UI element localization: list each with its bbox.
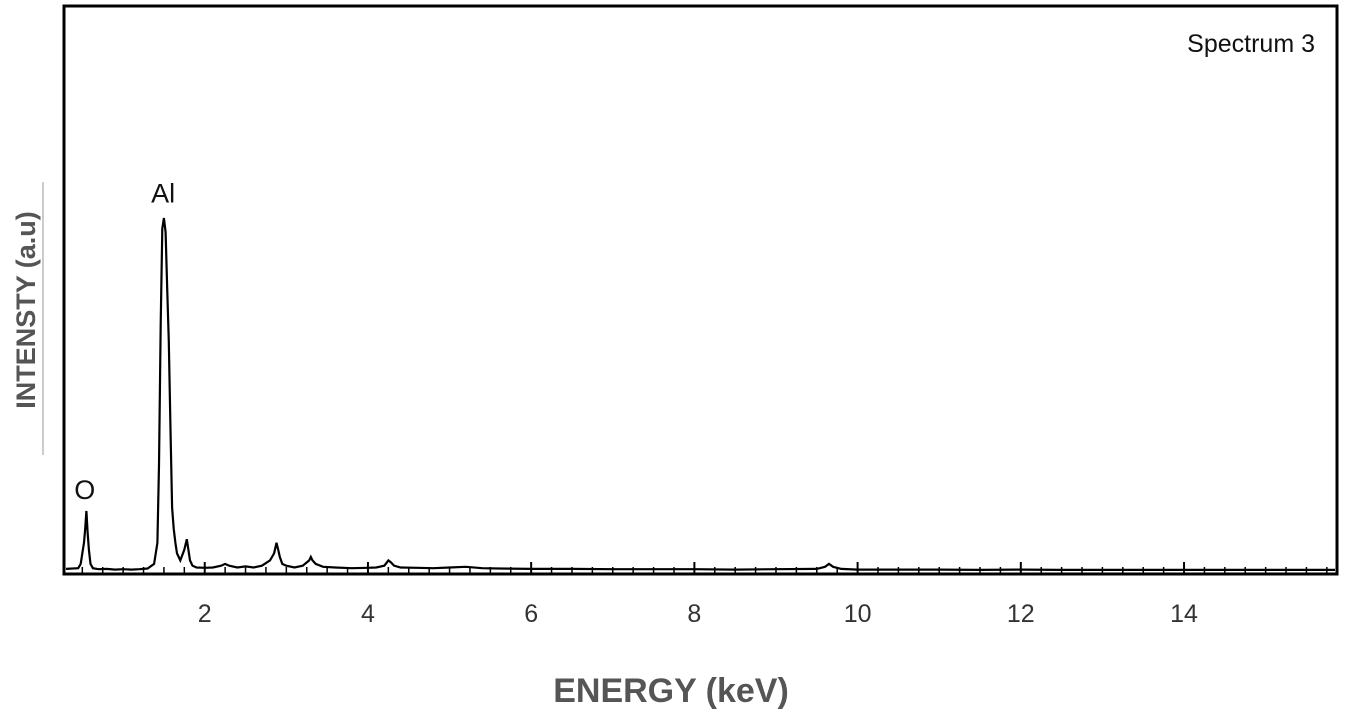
x-tick-label: 6	[524, 600, 538, 628]
peak-annotations: O Al	[74, 178, 175, 505]
x-tick-label: 4	[361, 600, 375, 628]
spectrum-label: Spectrum 3	[1187, 30, 1315, 58]
spectrum-line	[65, 217, 1335, 572]
x-axis-ticks	[81, 562, 1328, 574]
x-tick-label: 10	[844, 600, 872, 628]
x-tick-label: 12	[1007, 600, 1035, 628]
peak-label: Al	[151, 178, 175, 208]
x-tick-label: 14	[1170, 600, 1198, 628]
y-axis-label: INTENSTY (a.u)	[11, 211, 41, 409]
x-axis-tick-labels: 2 4 6 8 10 12 14	[198, 600, 1198, 628]
x-axis-label: ENERGY (keV)	[553, 672, 789, 710]
plot-area	[62, 4, 1339, 576]
x-tick-label: 8	[687, 600, 701, 628]
peak-label: O	[74, 475, 95, 505]
x-tick-label: 2	[198, 600, 212, 628]
